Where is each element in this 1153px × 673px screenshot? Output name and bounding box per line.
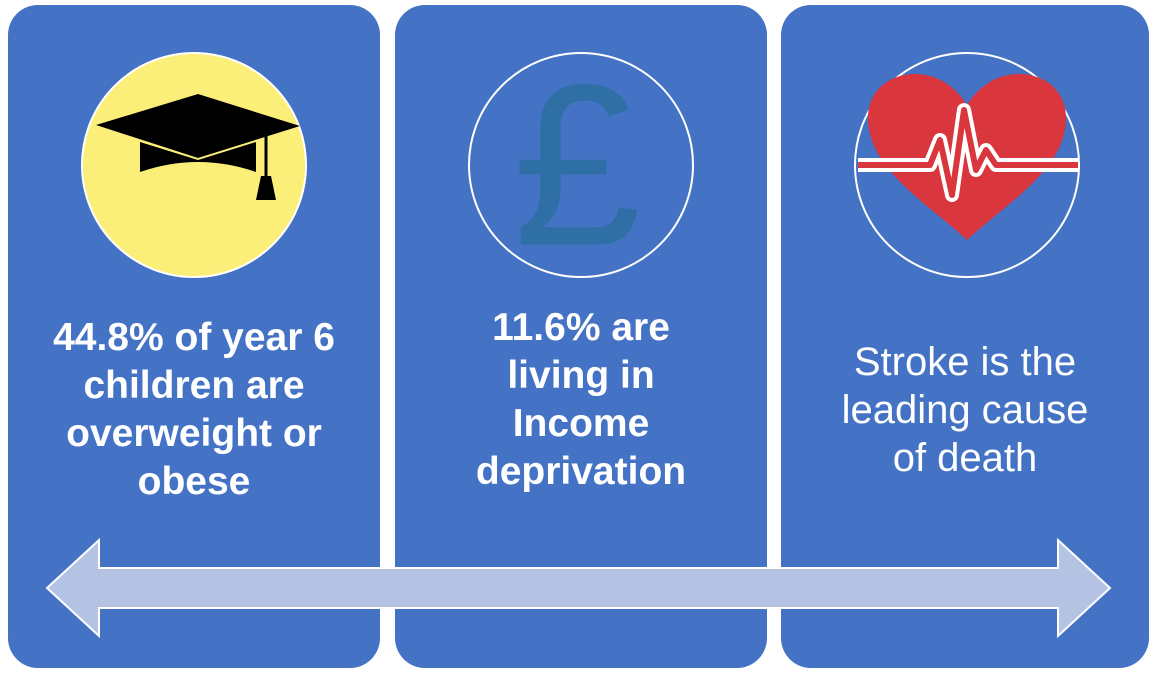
pound-icon: £: [513, 37, 641, 294]
panel-text: 44.8% of year 6 children are overweight …: [53, 316, 335, 503]
double-arrow: [45, 537, 1112, 639]
heart-icon: [858, 74, 1078, 240]
icon-circle: [468, 52, 694, 278]
graduation-cap-icon: [96, 94, 300, 200]
panel-text: Stroke is the leading cause of death: [841, 340, 1089, 480]
icon-circle: [81, 52, 307, 278]
panel-text: 11.6% are living in Income deprivation: [475, 306, 687, 493]
